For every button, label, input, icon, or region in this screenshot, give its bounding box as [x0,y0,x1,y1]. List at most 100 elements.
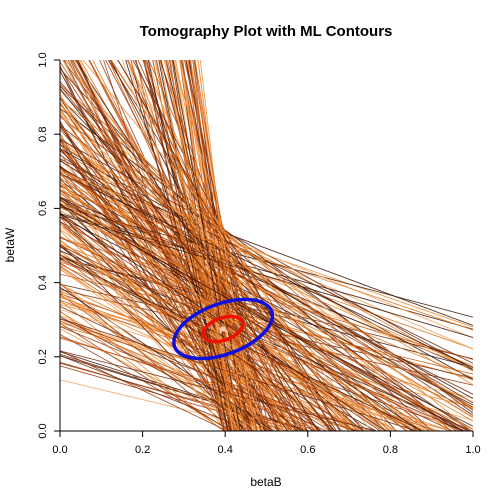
tomography-line [60,68,398,431]
tomography-line [88,60,285,431]
tomography-line [60,213,267,431]
tomography-line [60,254,276,431]
chart-title: Tomography Plot with ML Contours [140,23,393,40]
tomography-line [172,60,284,431]
tomography-line [105,60,299,431]
tomography-line [184,60,270,431]
tomography-line [88,60,292,431]
tomography-line [117,60,342,431]
tomography-line [60,322,231,431]
ml-contours [172,297,275,361]
tomography-line [75,60,319,431]
x-tick-label: 0.6 [300,444,315,456]
tomography-line [60,101,270,431]
tomography-line [60,350,379,431]
ml-estimate-point [220,326,226,332]
tomography-line [60,172,473,368]
tomography-line [60,244,397,431]
tomography-line [60,142,473,386]
tomography-line [60,85,331,431]
y-tick-label: 0.8 [37,127,49,142]
tomography-line [60,365,290,431]
tomography-line [60,264,427,431]
tomography-line [60,316,272,431]
tomography-line [60,165,388,431]
tomography-line [60,282,258,431]
tomography-line [62,60,338,431]
tomography-line [60,114,321,431]
tomography-line [60,93,239,431]
tomography-line [88,60,280,431]
x-tick-label: 0.4 [218,444,233,456]
tomography-line [70,60,280,431]
axes: 0.0 0.2 0.4 0.6 0.8 1.0 0.0 0.2 0.4 0.6 0.8 1.0 [37,52,481,456]
tomography-line [60,243,473,410]
y-tick-label: 1.0 [37,52,49,67]
tomography-lines [60,60,473,431]
tomography-line [60,291,263,431]
tomography-line [60,149,354,431]
tomography-line [60,328,256,431]
tomography-line [60,84,452,431]
tomography-line [60,172,473,408]
tomography-line [60,122,273,431]
tomography-line [60,211,227,431]
tomography-line [60,203,464,431]
tomography-line [78,60,265,431]
tomography-line [60,355,254,431]
tomography-line [60,291,253,431]
tomography-line [75,60,253,431]
tomography-line [60,293,252,431]
tomography-line [60,81,365,431]
tomography-line [60,171,243,431]
tomography-line [60,296,452,431]
tomography-line [60,160,473,404]
tomography-line [110,60,354,431]
y-tick-label: 0.2 [37,349,49,364]
tomography-line [60,273,473,375]
tomography-line [142,60,307,431]
tomography-line [60,164,253,431]
x-tick-label: 0.8 [383,444,398,456]
tomography-line [60,221,337,431]
tomography-line [60,189,473,331]
tomography-line [72,60,240,431]
tomography-line [60,320,321,431]
x-tick-label: 0.0 [52,444,67,456]
tomography-line [60,176,231,431]
tomography-line [107,60,341,431]
tomography-line [60,326,317,431]
tomography-line [60,310,225,431]
tomography-line [77,60,251,431]
tomography-line [60,318,419,431]
y-tick-label: 0.6 [37,201,49,216]
y-axis-label: betaW [3,227,17,262]
tomography-line [60,245,454,431]
tomography-line [60,286,274,431]
x-tick-label: 1.0 [465,444,480,456]
tomography-line [60,216,382,431]
tomography-line [60,214,473,338]
tomography-line [60,258,424,431]
tomography-line [62,60,258,431]
tomography-line [60,116,450,431]
tomography-line [125,60,240,431]
tomography-line [60,318,357,431]
tomography-line [60,185,473,369]
tomography-line [60,172,392,431]
tomography-line [109,60,308,431]
tomography-line [127,60,280,431]
tomography-line [60,107,258,431]
outer-contour [172,297,275,361]
tomography-line [60,191,382,431]
tomography-line [60,207,473,379]
tomography-line [60,311,266,431]
tomography-line [60,299,225,431]
tomography-line [69,60,250,431]
tomography-line [60,243,247,431]
inner-contour [201,314,245,344]
tomography-line [60,181,306,431]
x-tick-label: 0.2 [135,444,150,456]
tomography-line [60,216,251,431]
y-tick-label: 0.0 [37,423,49,438]
